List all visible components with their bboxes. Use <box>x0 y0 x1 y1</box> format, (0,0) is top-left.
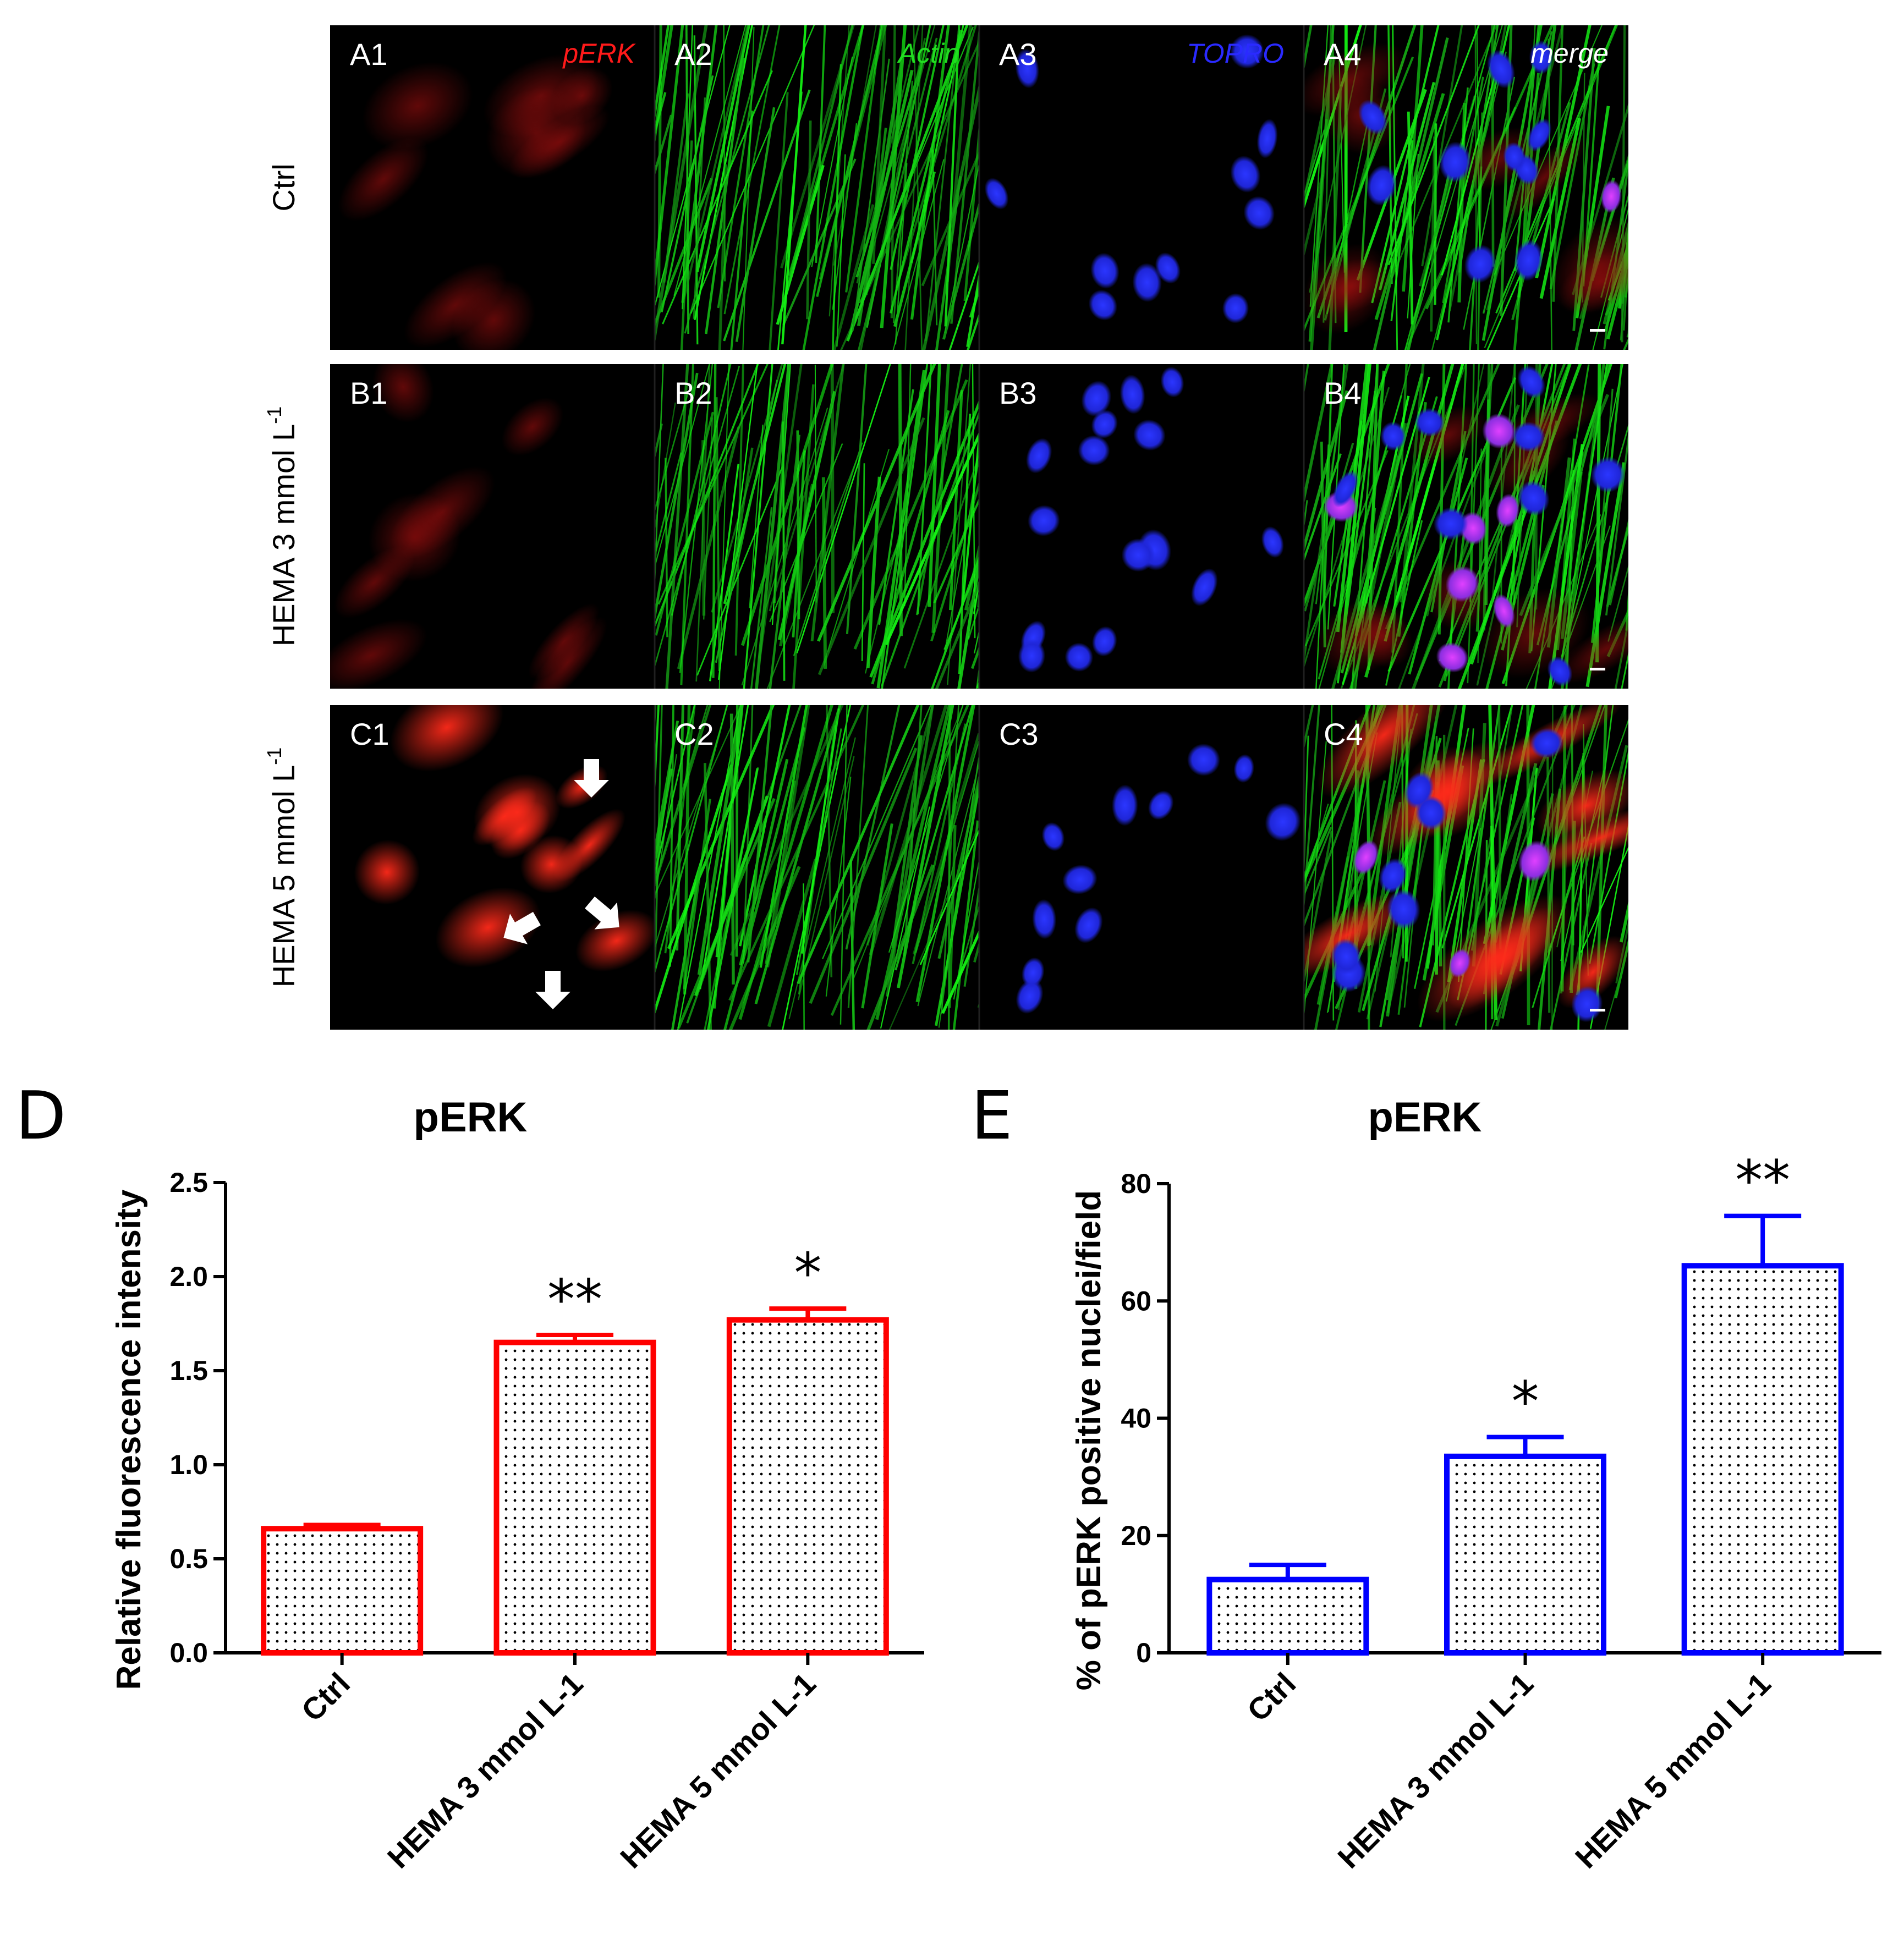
micrograph-tile-b3: B3 <box>979 364 1304 689</box>
micrograph-tile-a4: A4 merge <box>1304 25 1628 350</box>
bar <box>726 1317 889 1656</box>
y-tick-label: 20 <box>1121 1520 1151 1551</box>
tile-label: A3 <box>999 37 1037 72</box>
tile-label: A4 <box>1324 37 1362 72</box>
micrograph-tile-a1: A1 pERK <box>330 25 655 350</box>
row-label: Ctrl <box>266 163 301 211</box>
micrograph-tile-c4: C4 <box>1304 705 1628 1030</box>
panel-letter-d: D <box>15 1078 66 1155</box>
significance-label: * <box>794 1241 821 1305</box>
chart-d: pERK Relative fluorescence intensity 0.0 0.… <box>110 1094 924 1875</box>
micrograph-tile-b2: B2 <box>655 364 979 689</box>
row-labels: Ctrl HEMA 3 mmol L-1 HEMA 5 mmol L-1 <box>263 163 301 987</box>
row-label: HEMA 3 mmol L-1 <box>263 406 301 647</box>
scale-bar <box>1590 1009 1605 1012</box>
y-axis-title: % of pERK positive nuclei/field <box>1070 1190 1108 1690</box>
bar <box>1206 1576 1369 1656</box>
micrograph-tile-b1: B1 <box>330 364 655 689</box>
bar <box>1681 1263 1844 1656</box>
bar <box>1444 1453 1606 1656</box>
tile-label: C2 <box>674 717 714 751</box>
tile-label: C1 <box>350 717 389 751</box>
y-tick-label: 0 <box>1136 1637 1151 1668</box>
micrograph-tile-c2: C2 <box>655 705 979 1030</box>
y-tick-label: 80 <box>1121 1168 1151 1199</box>
y-tick-label: 2.0 <box>169 1261 208 1292</box>
tile-label: B1 <box>350 376 388 410</box>
scale-bar <box>1590 668 1605 670</box>
x-tick-label: Ctrl <box>294 1666 356 1728</box>
arrow-icon <box>574 759 609 798</box>
arrow-icon <box>585 896 619 930</box>
y-tick-label: 2.5 <box>169 1167 208 1198</box>
chart-title: pERK <box>1368 1094 1482 1141</box>
tile-label: B4 <box>1324 376 1362 410</box>
significance-label: ** <box>1735 1148 1790 1213</box>
y-tick-label: 1.5 <box>169 1355 208 1386</box>
channel-label-actin: Actin <box>897 38 959 69</box>
x-tick-label: Ctrl <box>1241 1666 1303 1728</box>
y-axis-title: Relative fluorescence intensity <box>110 1189 148 1690</box>
micrograph-tile-c3: C3 <box>979 705 1304 1030</box>
bar <box>261 1526 424 1656</box>
micrograph-grid: A1 pERK A2 Actin A3 TOPRO A4 merge B1 B2 B3 B4 C1 C2 C… <box>330 25 1628 1030</box>
x-tick-label: HEMA 5 mmol L-1 <box>1568 1666 1777 1875</box>
y-tick-label: 40 <box>1121 1403 1151 1434</box>
micrograph-tile-a2: A2 Actin <box>655 25 979 350</box>
scale-bar <box>1590 329 1605 332</box>
significance-label: ** <box>547 1267 602 1332</box>
chart-e: pERK % of pERK positive nuclei/field 0 20 40… <box>1070 1094 1881 1875</box>
chart-title: pERK <box>414 1094 528 1141</box>
channel-label-topro: TOPRO <box>1187 38 1284 69</box>
tile-label: B2 <box>674 376 712 410</box>
micrograph-tile-b4: B4 <box>1304 364 1628 689</box>
tile-label: A1 <box>350 37 388 72</box>
panel-letter-e: E <box>971 1078 1013 1155</box>
arrow-icon <box>503 911 541 944</box>
tile-label: C3 <box>999 717 1039 751</box>
y-tick-label: 0.0 <box>169 1637 208 1668</box>
channel-label-perk: pERK <box>562 38 636 69</box>
y-tick-label: 0.5 <box>169 1543 208 1574</box>
y-tick-label: 60 <box>1121 1285 1151 1316</box>
x-tick-label: HEMA 3 mmol L-1 <box>381 1666 590 1875</box>
arrow-icon <box>535 971 570 1009</box>
tile-label: A2 <box>674 37 712 72</box>
tile-label: B3 <box>999 376 1037 410</box>
channel-label-merge: merge <box>1530 38 1609 69</box>
y-tick-label: 1.0 <box>169 1449 208 1480</box>
micrograph-tile-c1: C1 <box>330 705 655 1030</box>
bar <box>493 1339 656 1656</box>
tile-label: C4 <box>1324 717 1363 751</box>
x-tick-label: HEMA 5 mmol L-1 <box>613 1666 822 1875</box>
row-label: HEMA 5 mmol L-1 <box>263 747 301 988</box>
x-tick-label: HEMA 3 mmol L-1 <box>1331 1666 1540 1875</box>
micrograph-tile-a3: A3 TOPRO <box>979 25 1304 350</box>
significance-label: * <box>1512 1370 1539 1434</box>
